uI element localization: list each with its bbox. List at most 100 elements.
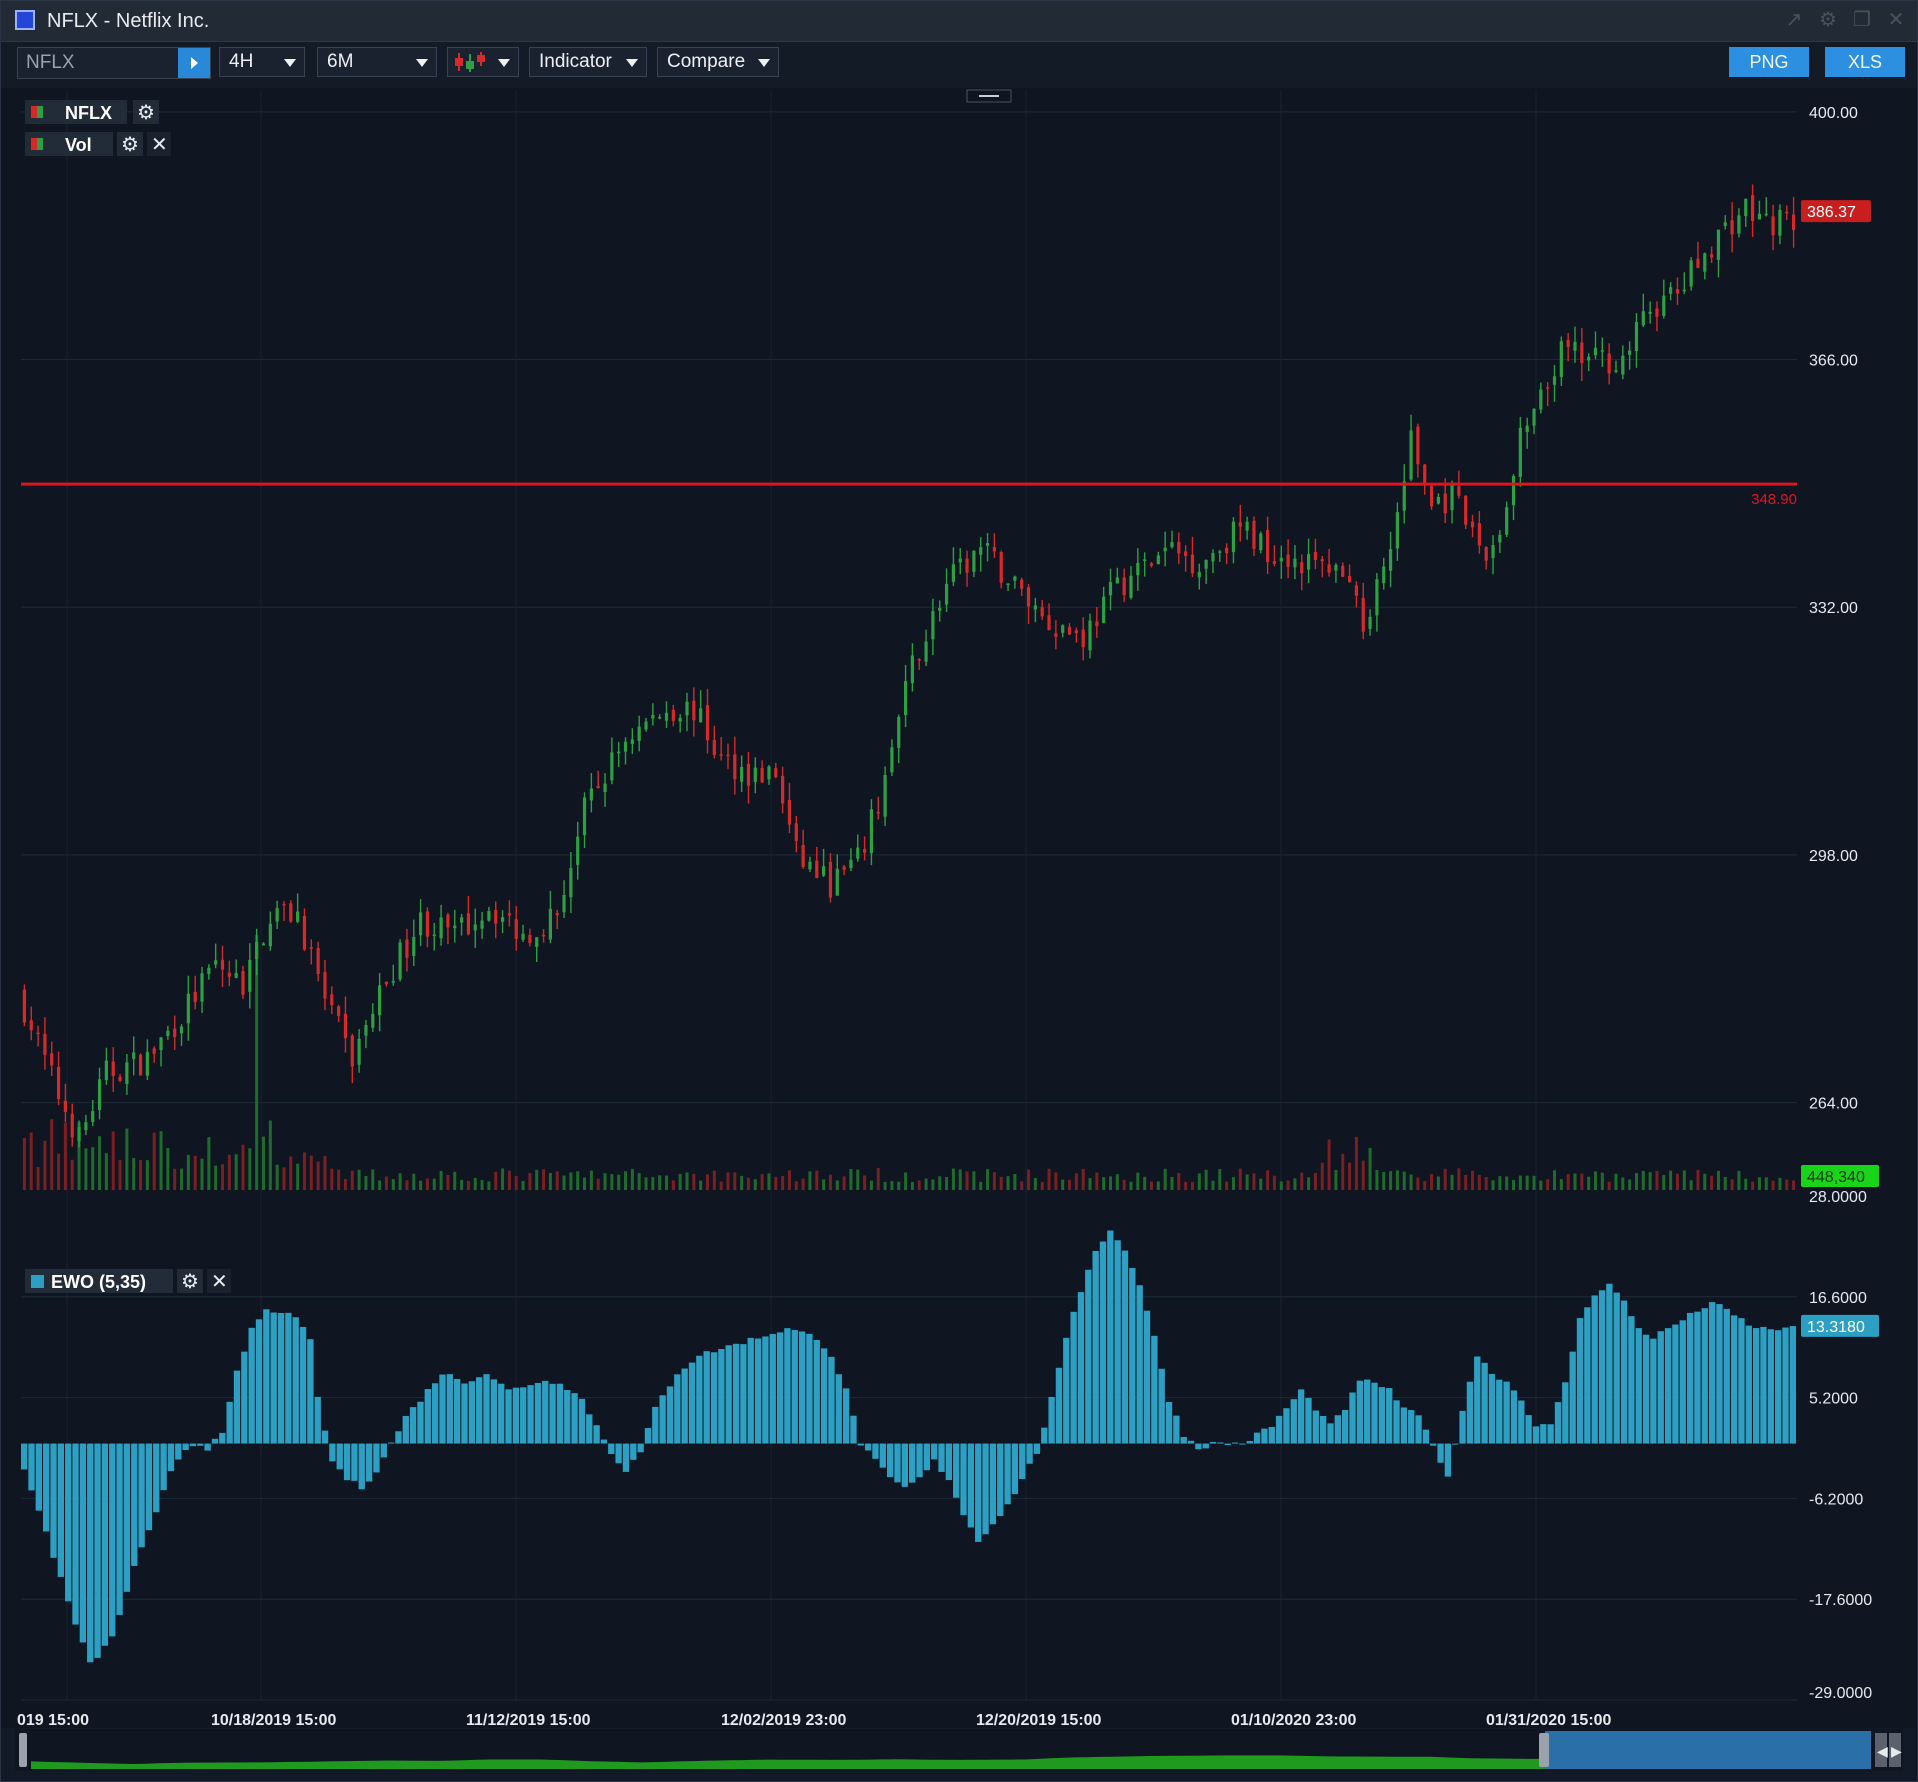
ewo-bar [542,1380,549,1444]
ewo-bar [1510,1390,1518,1444]
ewo-bar [483,1374,490,1444]
png-export-button[interactable]: PNG [1729,47,1809,77]
candle-body [1402,481,1406,511]
symbol-input[interactable] [18,48,178,78]
candle-body [589,788,593,801]
volume-bar [1757,1177,1761,1190]
popout-icon[interactable]: ↗ [1785,9,1803,31]
volume-bar [1068,1179,1072,1190]
volume-bar [330,1168,334,1190]
volume-bar [1641,1170,1645,1190]
ewo-bar [307,1339,314,1444]
candle-body [302,915,307,950]
candle-body [104,1060,108,1081]
volume-bar [487,1181,491,1190]
ewo-bar [784,1328,791,1444]
volume-bar [781,1175,785,1190]
candle-body [507,913,511,916]
candle-body [125,1062,129,1085]
ewo-bar [1701,1308,1708,1444]
volume-bar [1751,1181,1755,1190]
symbol-field [17,47,211,79]
restore-icon[interactable]: ❐ [1853,9,1871,31]
volume-bar [671,1180,675,1190]
candle-body [1354,585,1359,596]
candle-body [1600,350,1604,352]
candle-body [1587,356,1591,361]
time-tick-label: 019 15:00 [17,1712,89,1728]
candle-body [617,751,621,754]
volume-bar [1696,1169,1700,1190]
navigator-start-handle[interactable] [19,1733,27,1767]
volume-bar [261,1136,265,1190]
candle-body [227,972,231,977]
scroll-right-button[interactable] [1889,1733,1901,1767]
volume-remove-button[interactable] [147,132,171,156]
indicator-dropdown[interactable]: Indicator [529,47,647,77]
gear-icon[interactable]: ⚙ [1819,9,1837,31]
volume-bar [166,1147,170,1190]
horizontal-line-label: 348.90 [1751,491,1797,508]
compare-dropdown[interactable]: Compare [657,47,779,77]
scroll-left-button[interactable] [1875,1733,1887,1767]
volume-bar [36,1166,40,1190]
ewo-bar [931,1443,938,1460]
interval-dropdown[interactable]: 4H [219,47,305,77]
ewo-bar [72,1443,79,1625]
ewo-settings-button[interactable] [177,1269,203,1293]
xls-export-button[interactable]: XLS [1825,47,1905,77]
volume-bar [1074,1173,1078,1190]
ewo-bar [101,1443,109,1646]
ewo-bar [1584,1307,1591,1444]
navigator-handle-left[interactable] [1539,1733,1549,1767]
candle-body [1074,630,1078,634]
price-tick-label: 332.00 [1809,600,1858,617]
time-axis: 019 15:00 10/18/2019 15:00 11/12/2019 15:0… [17,1712,1612,1728]
candle-body [1778,209,1782,236]
candle-body [200,973,204,1002]
price-chart[interactable]: 348.90 400.00 366.00 332.00 298.00 264.00 28… [1,88,1917,1728]
volume-bar [125,1128,129,1190]
volume-bar [719,1181,723,1190]
volume-bar [1259,1178,1263,1190]
candle-body [644,721,648,730]
volume-bar [890,1181,894,1190]
volume-settings-button[interactable] [117,132,143,156]
ewo-bar [982,1443,989,1535]
candle-body [173,1028,177,1037]
collapse-handle[interactable] [966,89,1012,103]
volume-bar [1020,1181,1024,1190]
candle-body [1231,521,1236,553]
volume-bar [774,1176,778,1190]
range-dropdown[interactable]: 6M [317,47,437,77]
volume-bar [842,1176,846,1190]
navigator-selection[interactable] [1545,1731,1871,1769]
volume-bar [1580,1173,1584,1190]
candle-body [1470,521,1475,528]
main-settings-button[interactable] [133,100,159,124]
volume-bar [835,1180,839,1190]
volume-bar [863,1175,867,1190]
volume-bar [159,1131,163,1190]
legend-ewo-chip[interactable] [25,1269,173,1293]
candle-body [699,708,703,723]
range-navigator[interactable]: ◀ ▶ [15,1729,1903,1771]
candle-body [1634,322,1639,352]
volume-bar [1184,1181,1188,1190]
ewo-remove-button[interactable] [207,1269,231,1293]
symbol-go-button[interactable] [178,48,210,78]
chart-type-dropdown[interactable] [447,47,519,77]
candle-body [1211,553,1215,562]
ewo-bar [725,1345,732,1444]
ewo-bar [564,1390,571,1444]
close-icon[interactable]: ✕ [1887,9,1905,31]
candle-body [357,1038,361,1065]
candle-body [323,972,327,999]
ewo-bar [453,1379,461,1444]
candle-body [746,763,751,786]
ewo-tick-label: -6.2000 [1809,1491,1863,1508]
volume-bar [945,1176,949,1190]
volume-bar [1730,1179,1734,1190]
volume-bar [432,1178,436,1190]
candle-body [815,860,819,879]
